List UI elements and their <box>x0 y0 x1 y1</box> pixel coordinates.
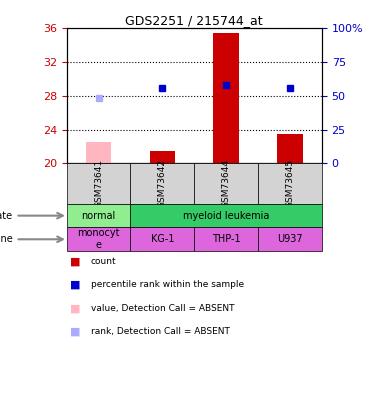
Title: GDS2251 / 215744_at: GDS2251 / 215744_at <box>125 14 263 27</box>
Text: value, Detection Call = ABSENT: value, Detection Call = ABSENT <box>91 304 234 313</box>
Text: U937: U937 <box>277 234 303 244</box>
Bar <box>277 134 303 163</box>
Text: THP-1: THP-1 <box>212 234 241 244</box>
Bar <box>149 151 175 163</box>
Bar <box>67 163 130 204</box>
Text: GSM73645: GSM73645 <box>286 159 295 208</box>
Bar <box>194 228 258 251</box>
Bar <box>67 228 130 251</box>
Text: ■: ■ <box>70 327 81 337</box>
Bar <box>130 228 194 251</box>
Text: count: count <box>91 257 116 266</box>
Text: ■: ■ <box>70 303 81 313</box>
Text: normal: normal <box>81 211 116 221</box>
Text: myeloid leukemia: myeloid leukemia <box>183 211 269 221</box>
Bar <box>213 32 239 163</box>
Text: GSM73641: GSM73641 <box>94 159 103 208</box>
Text: percentile rank within the sample: percentile rank within the sample <box>91 280 244 289</box>
Text: monocyt
e: monocyt e <box>77 228 120 250</box>
Bar <box>258 228 322 251</box>
Bar <box>258 163 322 204</box>
Bar <box>130 163 194 204</box>
Bar <box>194 163 258 204</box>
Bar <box>86 142 111 163</box>
Text: rank, Detection Call = ABSENT: rank, Detection Call = ABSENT <box>91 327 229 336</box>
Text: cell line: cell line <box>0 234 12 244</box>
Text: GSM73642: GSM73642 <box>158 159 167 208</box>
Text: GSM73644: GSM73644 <box>222 159 231 208</box>
Text: disease state: disease state <box>0 211 12 221</box>
Bar <box>130 204 322 228</box>
Text: ■: ■ <box>70 256 81 266</box>
Bar <box>67 204 130 228</box>
Text: ■: ■ <box>70 280 81 290</box>
Text: KG-1: KG-1 <box>151 234 174 244</box>
